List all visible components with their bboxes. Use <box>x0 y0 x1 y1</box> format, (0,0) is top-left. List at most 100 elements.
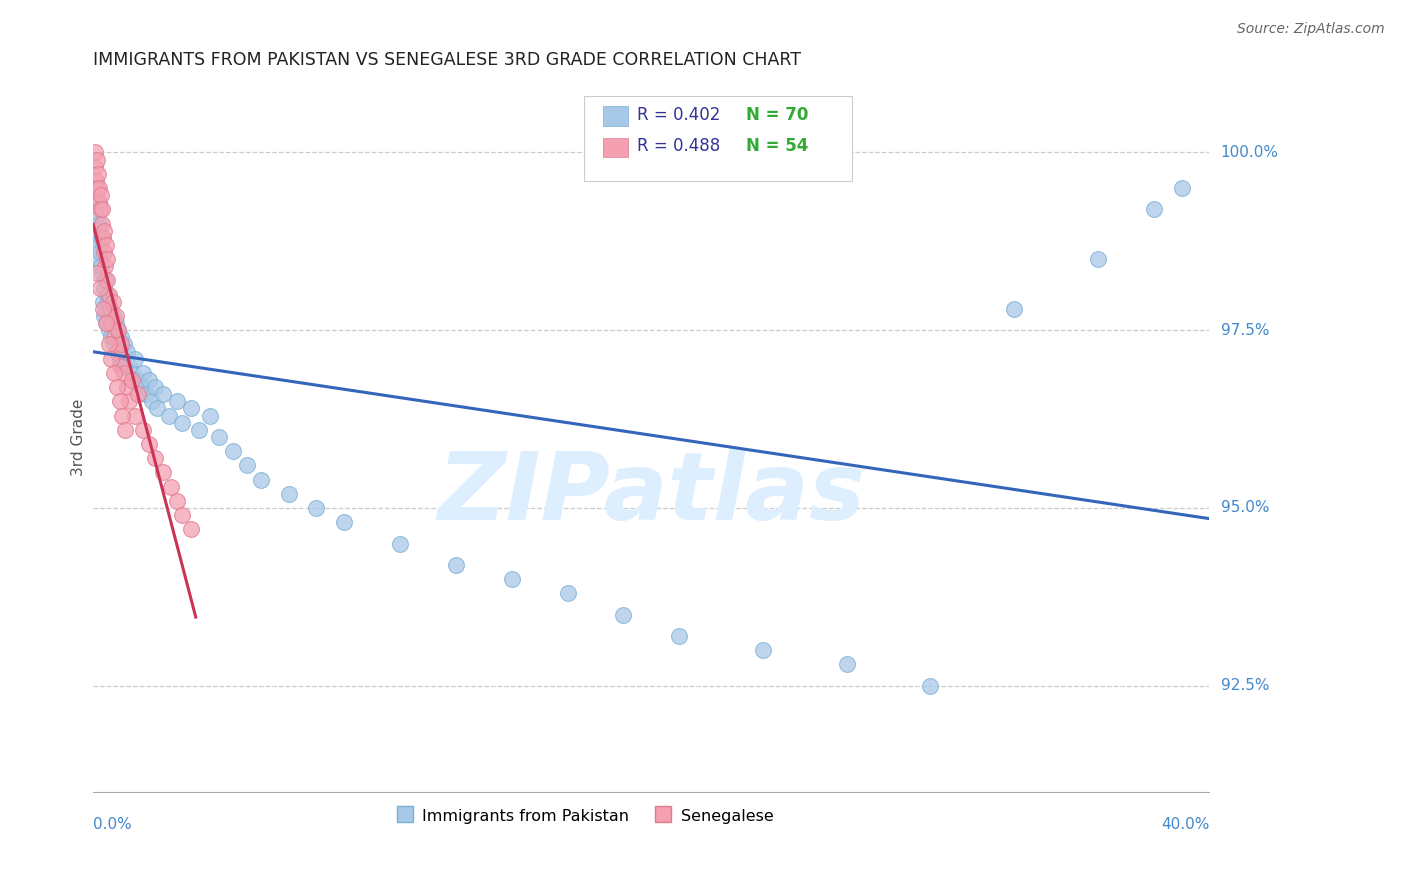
Point <box>143 451 166 466</box>
Point <box>86 181 108 195</box>
Point <box>141 394 163 409</box>
Text: 95.0%: 95.0% <box>1220 500 1270 516</box>
Text: ZIPatlas: ZIPatlas <box>437 448 865 540</box>
Point <box>152 466 174 480</box>
FancyBboxPatch shape <box>585 95 852 181</box>
Point <box>121 366 143 380</box>
Point <box>108 394 131 409</box>
Point <box>93 309 115 323</box>
Point <box>84 145 107 160</box>
Point <box>89 202 111 217</box>
Point <box>146 401 169 416</box>
Point <box>172 508 194 522</box>
Point <box>97 287 120 301</box>
Point <box>98 301 121 316</box>
Point <box>87 224 110 238</box>
Point <box>152 387 174 401</box>
Point <box>132 366 155 380</box>
Point <box>235 458 257 473</box>
Point <box>93 224 115 238</box>
Point <box>389 536 412 550</box>
Point <box>94 301 117 316</box>
Text: 40.0%: 40.0% <box>1161 817 1209 832</box>
Point <box>87 238 110 252</box>
Point <box>103 337 125 351</box>
Point <box>104 309 127 323</box>
Point <box>180 401 202 416</box>
Point <box>129 380 152 394</box>
Point <box>110 330 132 344</box>
Point <box>124 351 146 366</box>
Point <box>89 245 111 260</box>
Point <box>138 437 160 451</box>
Point <box>920 679 942 693</box>
Point <box>100 351 122 366</box>
Point <box>89 217 111 231</box>
Point <box>98 301 121 316</box>
Point <box>91 301 114 316</box>
Point <box>94 238 117 252</box>
Point <box>108 351 131 366</box>
Point <box>93 280 115 294</box>
Point <box>91 202 114 217</box>
Point <box>114 423 136 437</box>
Text: 97.5%: 97.5% <box>1220 323 1270 338</box>
Point <box>110 337 132 351</box>
Point <box>107 323 129 337</box>
Point <box>752 643 775 657</box>
Point <box>86 252 108 266</box>
Text: N = 70: N = 70 <box>747 106 808 124</box>
Point <box>94 273 117 287</box>
Point <box>108 359 131 373</box>
Point <box>115 344 138 359</box>
Point <box>83 231 105 245</box>
Point <box>101 294 124 309</box>
Point <box>90 217 112 231</box>
Y-axis label: 3rd Grade: 3rd Grade <box>72 398 86 475</box>
Point <box>835 657 858 672</box>
Point <box>83 160 105 174</box>
Point <box>249 473 271 487</box>
Point <box>93 245 115 260</box>
Text: N = 54: N = 54 <box>747 137 808 155</box>
Point <box>100 316 122 330</box>
Point <box>188 423 211 437</box>
Text: 0.0%: 0.0% <box>93 817 132 832</box>
Point <box>135 387 157 401</box>
Point <box>166 394 188 409</box>
Point <box>138 373 160 387</box>
Point <box>89 280 111 294</box>
Point <box>96 252 118 266</box>
Point <box>94 316 117 330</box>
Point <box>101 309 124 323</box>
Point <box>118 359 141 373</box>
Point <box>143 380 166 394</box>
Point <box>333 515 356 529</box>
Point <box>200 409 222 423</box>
Point <box>103 330 125 344</box>
Point <box>89 181 111 195</box>
Point <box>1087 252 1109 266</box>
Point <box>132 423 155 437</box>
Point <box>84 210 107 224</box>
Point <box>90 188 112 202</box>
Point <box>1170 181 1192 195</box>
Point <box>180 522 202 536</box>
Point <box>100 330 122 344</box>
Point <box>157 409 180 423</box>
Point <box>105 344 128 359</box>
FancyBboxPatch shape <box>603 137 628 157</box>
Point <box>1142 202 1164 217</box>
Point <box>86 195 108 210</box>
Text: R = 0.488: R = 0.488 <box>637 137 720 155</box>
Point <box>112 366 135 380</box>
Point <box>90 259 112 273</box>
Text: 100.0%: 100.0% <box>1220 145 1278 160</box>
Point <box>104 316 127 330</box>
Point <box>96 273 118 287</box>
Point <box>222 444 245 458</box>
Point <box>127 373 149 387</box>
Point <box>87 195 110 210</box>
Point <box>444 558 467 572</box>
Point <box>91 266 114 280</box>
